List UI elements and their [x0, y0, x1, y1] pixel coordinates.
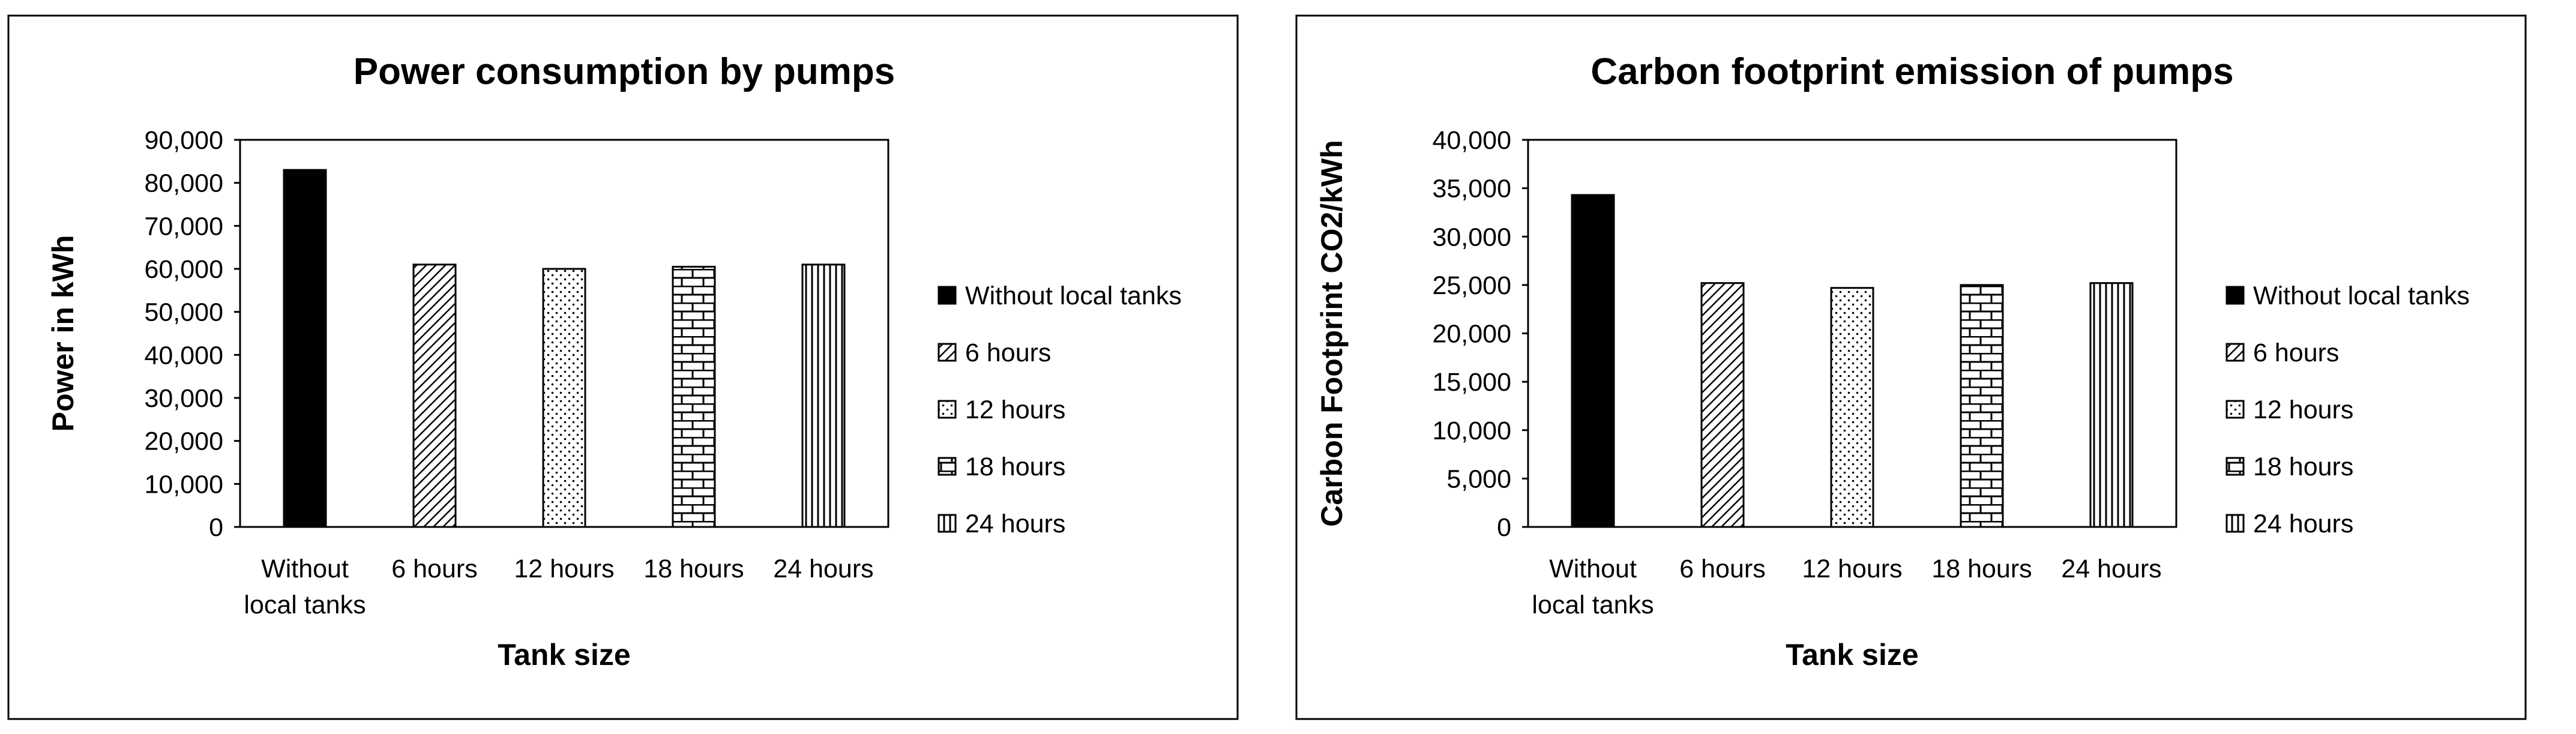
power-x-tick-label: 24 hours: [773, 555, 873, 583]
power-legend-label-6-hours: 6 hours: [965, 338, 1051, 367]
power-bar-6-hours: [412, 263, 457, 528]
carbon-bar-without-local-tanks: [1571, 194, 1615, 528]
carbon-y-tick-label: 35,000: [1432, 175, 1511, 203]
carbon-chart-border: [1295, 14, 2527, 720]
power-y-axis-title: Power in kWh: [46, 235, 80, 432]
carbon-y-axis-title: Carbon Footprint CO2/kWh: [1315, 140, 1349, 526]
power-bar-24-hours: [801, 263, 846, 528]
carbon-x-tick-label: 6 hours: [1679, 555, 1765, 583]
power-bar-18-hours: [672, 265, 716, 528]
carbon-y-tick-label: 10,000: [1432, 417, 1511, 445]
power-chart-title: Power consumption by pumps: [354, 51, 895, 92]
power-x-tick-label: 12 hours: [514, 555, 614, 583]
power-x-tick-label: 6 hours: [391, 555, 477, 583]
carbon-legend-swatch-24-hours: [2225, 514, 2245, 533]
carbon-y-tick-label: 5,000: [1446, 465, 1511, 493]
power-bar-without-local-tanks: [283, 169, 327, 528]
carbon-y-tick-label: 0: [1497, 513, 1511, 542]
carbon-bar-6-hours: [1700, 282, 1745, 528]
carbon-x-tick-label: local tanks: [1532, 591, 1654, 619]
carbon-legend-swatch-6-hours: [2225, 343, 2245, 362]
power-y-tick-label: 30,000: [144, 384, 223, 413]
power-legend-label-without-local-tanks: Without local tanks: [965, 281, 1182, 310]
carbon-legend-label-12-hours: 12 hours: [2253, 396, 2353, 424]
power-legend-swatch-18-hours: [937, 457, 957, 476]
power-y-tick-label: 50,000: [144, 298, 223, 327]
power-legend-swatch-12-hours: [937, 400, 957, 419]
carbon-y-tick-label: 15,000: [1432, 368, 1511, 397]
carbon-chart-title: Carbon footprint emission of pumps: [1590, 51, 2233, 92]
carbon-bar-12-hours: [1830, 287, 1874, 528]
power-legend-swatch-without-local-tanks: [937, 286, 957, 305]
carbon-x-axis-title: Tank size: [1786, 638, 1918, 672]
power-legend-label-12-hours: 12 hours: [965, 396, 1065, 424]
carbon-x-tick-label: 24 hours: [2061, 555, 2161, 583]
power-y-tick-label: 70,000: [144, 212, 223, 241]
carbon-legend-label-24-hours: 24 hours: [2253, 510, 2353, 538]
carbon-x-tick-label: 18 hours: [1931, 555, 2032, 583]
power-y-tick-label: 0: [209, 513, 223, 542]
carbon-y-tick-label: 20,000: [1432, 320, 1511, 349]
carbon-footprint-chart-svg: Carbon footprint emission of pumps 0 5,000…: [1295, 14, 2527, 720]
power-legend-swatch-24-hours: [937, 514, 957, 533]
carbon-legend-swatch-18-hours: [2225, 457, 2245, 476]
carbon-legend-label-6-hours: 6 hours: [2253, 338, 2339, 367]
power-y-tick-label: 80,000: [144, 169, 223, 198]
carbon-legend-label-without-local-tanks: Without local tanks: [2253, 281, 2470, 310]
power-y-tick-label: 40,000: [144, 341, 223, 370]
carbon-legend-swatch-without-local-tanks: [2225, 286, 2245, 305]
power-legend-swatch-6-hours: [937, 343, 957, 362]
carbon-y-tick-label: 25,000: [1432, 271, 1511, 300]
power-consumption-chart-svg: Power consumption by pumps 0 10,000 20,000 3…: [7, 14, 1239, 720]
carbon-bar-24-hours: [2089, 282, 2134, 528]
power-y-tick-label: 90,000: [144, 126, 223, 155]
carbon-y-tick-label: 30,000: [1432, 223, 1511, 251]
power-bar-12-hours: [542, 268, 586, 528]
carbon-x-tick-label: 12 hours: [1802, 555, 1902, 583]
carbon-legend-swatch-12-hours: [2225, 400, 2245, 419]
power-x-tick-label: local tanks: [244, 591, 366, 619]
power-legend-label-24-hours: 24 hours: [965, 510, 1065, 538]
power-y-tick-label: 60,000: [144, 255, 223, 284]
carbon-bar-18-hours: [1960, 284, 2004, 528]
carbon-x-tick-label: Without: [1549, 555, 1637, 583]
power-x-axis-title: Tank size: [498, 638, 630, 672]
power-legend-label-18-hours: 18 hours: [965, 453, 1065, 481]
power-consumption-chart: Power consumption by pumps 0 10,000 20,000 3…: [7, 14, 1239, 720]
power-y-tick-label: 10,000: [144, 470, 223, 499]
power-x-tick-label: 18 hours: [643, 555, 744, 583]
carbon-footprint-chart: Carbon footprint emission of pumps 0 5,000…: [1288, 0, 2576, 734]
power-y-tick-label: 20,000: [144, 427, 223, 456]
power-x-tick-label: Without: [261, 555, 349, 583]
power-chart-border: [7, 14, 1239, 720]
carbon-y-tick-label: 40,000: [1432, 126, 1511, 155]
carbon-legend-label-18-hours: 18 hours: [2253, 453, 2353, 481]
